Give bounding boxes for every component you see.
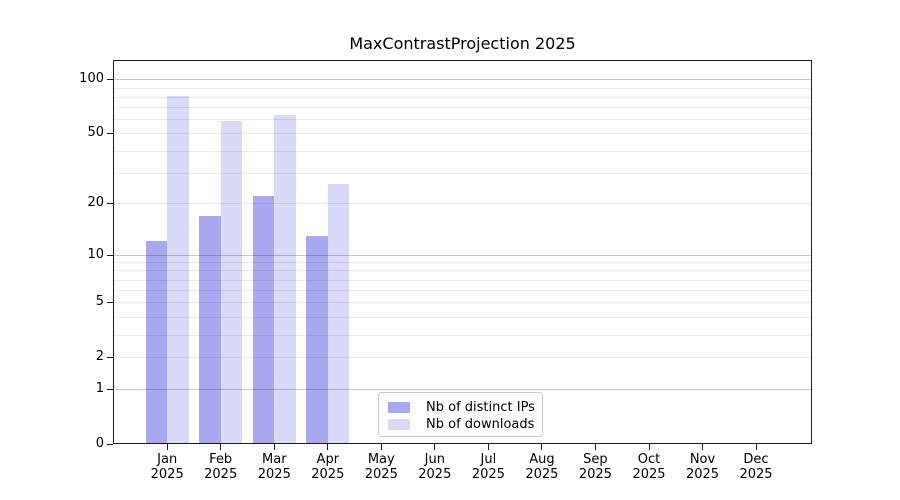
x-tick-mark [327, 444, 329, 450]
gridline-minor [113, 302, 812, 304]
legend-label-downloads: Nb of downloads [426, 417, 535, 432]
x-tick-label-mar: Mar 2025 [257, 452, 291, 482]
x-tick-mark [541, 444, 543, 450]
x-tick-label-apr: Apr 2025 [311, 452, 345, 482]
x-tick-label-oct: Oct 2025 [632, 452, 666, 482]
x-tick-label-nov: Nov 2025 [685, 452, 720, 482]
x-tick-label-aug: Aug 2025 [525, 452, 559, 482]
gridline-minor [113, 87, 812, 89]
gridline-minor [113, 119, 812, 121]
y-tick-label-20: 20 [87, 195, 104, 211]
gridline-major [113, 389, 812, 391]
y-tick-mark [107, 79, 113, 81]
gridline-minor [113, 107, 812, 109]
gridline-minor [113, 262, 812, 264]
x-tick-label-dec: Dec 2025 [739, 452, 773, 482]
y-tick-label-5: 5 [95, 294, 104, 310]
y-tick-mark [107, 254, 113, 256]
legend-swatch-distinct-ips [388, 402, 410, 413]
x-tick-mark [273, 444, 275, 450]
gridline-minor [113, 279, 812, 281]
gridline-minor [113, 316, 812, 318]
y-tick-label-2: 2 [95, 349, 104, 365]
gridline-minor [113, 150, 812, 152]
y-tick-mark [107, 357, 113, 359]
x-tick-mark [487, 444, 489, 450]
legend-swatch-downloads [388, 419, 410, 430]
gridline-minor [113, 334, 812, 336]
bar-nb-of-distinct-ips-feb [199, 215, 221, 444]
gridline-minor [113, 203, 812, 205]
plot-area [113, 60, 812, 444]
x-tick-label-jun: Jun 2025 [418, 452, 452, 482]
bar-nb-of-distinct-ips-mar [252, 196, 275, 444]
legend-item-downloads: Nb of downloads [388, 416, 535, 433]
x-tick-label-may: May 2025 [364, 452, 398, 482]
x-tick-mark [166, 444, 168, 450]
y-tick-label-1: 1 [95, 381, 104, 397]
x-tick-mark [755, 444, 757, 450]
y-tick-mark [107, 302, 113, 304]
x-tick-label-feb: Feb 2025 [204, 452, 238, 482]
bar-nb-of-downloads-apr [327, 183, 350, 444]
y-tick-label-50: 50 [87, 125, 104, 141]
x-tick-mark [380, 444, 382, 450]
y-tick-label-0: 0 [95, 436, 104, 451]
x-tick-label-sep: Sep 2025 [578, 452, 612, 482]
y-tick-mark [107, 203, 113, 205]
gridline-minor [113, 357, 812, 359]
y-tick-label-100: 100 [79, 71, 104, 87]
gridline-minor [113, 133, 812, 135]
gridline-major [113, 79, 812, 81]
chart-title: MaxContrastProjection 2025 [349, 34, 576, 53]
x-tick-mark [648, 444, 650, 450]
y-tick-mark [107, 444, 113, 445]
x-tick-mark [434, 444, 436, 450]
bar-nb-of-downloads-feb [220, 120, 243, 444]
y-tick-mark [107, 389, 113, 391]
gridline-major [113, 254, 812, 256]
legend-item-distinct-ips: Nb of distinct IPs [388, 399, 535, 416]
x-tick-label-jul: Jul 2025 [471, 452, 505, 482]
x-tick-mark [702, 444, 703, 450]
legend: Nb of distinct IPs Nb of downloads [378, 392, 543, 437]
gridline-minor [113, 270, 812, 272]
gridline-minor [113, 96, 812, 98]
gridline-minor [113, 290, 812, 292]
y-tick-label-10: 10 [87, 246, 104, 262]
x-tick-mark [594, 444, 596, 450]
bar-nb-of-downloads-mar [274, 115, 296, 444]
bar-nb-of-downloads-jan [167, 95, 189, 444]
bar-nb-of-distinct-ips-apr [306, 235, 328, 444]
legend-label-distinct-ips: Nb of distinct IPs [426, 400, 535, 415]
gridline-minor [113, 172, 812, 174]
bar-nb-of-distinct-ips-jan [145, 241, 168, 444]
x-tick-label-jan: Jan 2025 [150, 452, 184, 482]
y-tick-mark [107, 133, 113, 135]
x-tick-mark [220, 444, 222, 450]
